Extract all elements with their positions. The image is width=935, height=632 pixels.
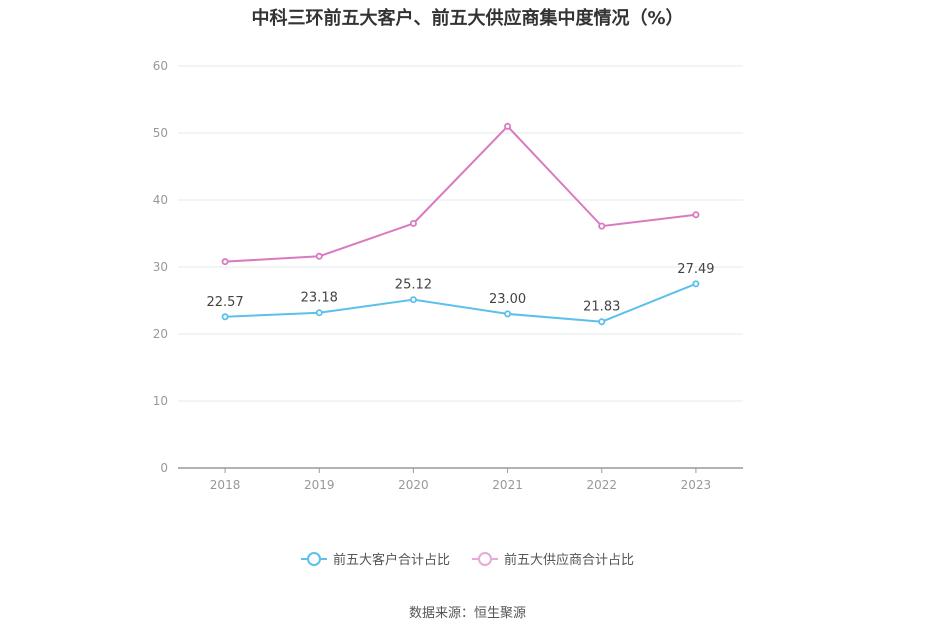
data-point <box>315 309 323 317</box>
data-label: 25.12 <box>395 278 432 293</box>
y-tick-label: 50 <box>153 126 168 140</box>
series-lines <box>221 122 700 326</box>
x-tick-label: 2021 <box>492 478 523 492</box>
y-tick-label: 30 <box>153 260 168 274</box>
legend-item-suppliers[interactable]: 前五大供应商合计占比 <box>472 549 634 568</box>
x-tick-label: 2022 <box>586 478 617 492</box>
x-tick-label: 2018 <box>210 478 241 492</box>
data-label: 21.83 <box>583 300 620 315</box>
x-axis-ticks: 2018 2019 2020 2021 2022 2023 <box>210 468 711 492</box>
y-tick-label: 40 <box>153 193 168 207</box>
y-tick-label: 10 <box>153 394 168 408</box>
grid-lines <box>178 65 743 402</box>
legend-label-suppliers: 前五大供应商合计占比 <box>504 553 635 568</box>
line-chart: 0 10 20 30 40 50 60 2018 2019 2020 2021 2022 2023 2… <box>153 59 743 492</box>
data-point <box>409 219 417 227</box>
data-label: 22.57 <box>206 295 243 310</box>
legend-label-customers: 前五大客户合计占比 <box>332 553 450 568</box>
legend-marker-customers <box>300 551 327 567</box>
source-note: 数据来源：恒生聚源 <box>408 606 526 621</box>
y-tick-label: 0 <box>160 461 168 475</box>
series-line-1 <box>225 124 697 263</box>
data-label: 23.18 <box>301 291 338 306</box>
legend-item-customers[interactable]: 前五大客户合计占比 <box>300 549 450 568</box>
data-labels: 22.57 23.18 25.12 23.00 21.83 27.49 <box>206 262 714 315</box>
data-point <box>315 252 323 260</box>
data-point <box>221 313 229 321</box>
chart-title: 中科三环前五大客户、前五大供应商集中度情况（%） <box>251 8 684 29</box>
data-point <box>504 310 512 318</box>
x-tick-label: 2023 <box>681 478 712 492</box>
data-point <box>409 296 417 304</box>
y-axis-ticks: 0 10 20 30 40 50 60 <box>153 59 168 475</box>
legend: 前五大客户合计占比 前五大供应商合计占比 <box>0 549 935 568</box>
y-tick-label: 60 <box>153 59 168 73</box>
x-tick-label: 2020 <box>398 478 429 492</box>
data-point <box>598 318 606 326</box>
data-point <box>692 211 700 219</box>
x-tick-label: 2019 <box>304 478 335 492</box>
data-point <box>692 280 700 288</box>
series-line-0 <box>225 282 697 323</box>
data-label: 23.00 <box>489 292 526 307</box>
data-label: 27.49 <box>677 262 714 277</box>
data-point <box>598 222 606 230</box>
data-point <box>221 258 229 266</box>
data-point <box>504 122 512 130</box>
y-tick-label: 20 <box>153 327 168 341</box>
legend-marker-suppliers <box>472 551 498 567</box>
